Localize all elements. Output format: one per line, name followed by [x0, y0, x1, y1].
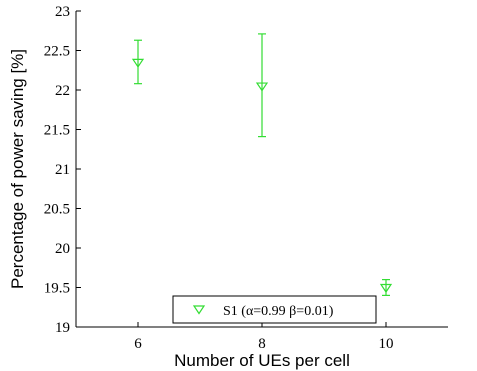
y-tick-label: 23	[55, 4, 70, 20]
x-tick-label: 6	[134, 336, 142, 352]
y-tick-label: 21.5	[44, 123, 70, 139]
y-tick-label: 22	[55, 83, 70, 99]
y-axis-label: Percentage of power saving [%]	[8, 49, 27, 289]
ticks: 19 19.5 20 20.5 21 21.5 22 22.5 23 6 8 10	[44, 4, 394, 352]
legend-marker-icon	[192, 305, 206, 315]
x-axis-label: Number of UEs per cell	[174, 351, 350, 370]
legend: S1 (α=0.99 β=0.01)	[172, 295, 377, 324]
legend-box	[172, 295, 377, 324]
y-tick-label: 21	[55, 162, 70, 178]
data-point	[379, 283, 393, 294]
legend-entry-label: S1 (α=0.99 β=0.01)	[223, 304, 334, 319]
data-point	[255, 82, 269, 92]
y-tick-label: 19.5	[44, 281, 70, 297]
x-tick-label: 10	[379, 336, 394, 352]
y-tick-label: 19	[55, 320, 70, 336]
data-point	[131, 58, 145, 68]
y-tick-label: 20	[55, 241, 70, 257]
plot-area	[131, 33, 393, 296]
x-tick-label: 8	[258, 336, 266, 352]
y-tick-label: 22.5	[44, 44, 70, 60]
y-tick-label: 20.5	[44, 202, 70, 218]
